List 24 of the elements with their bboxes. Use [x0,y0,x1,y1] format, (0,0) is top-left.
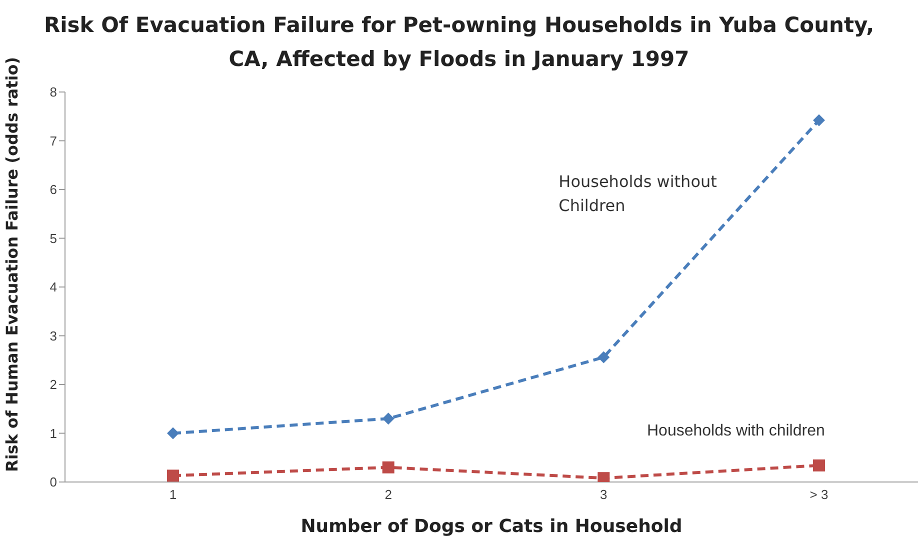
point [598,351,610,364]
y-tick-label: 1 [50,426,57,441]
y-tick-label: 4 [50,280,57,295]
point [167,470,179,482]
y-tick-label: 8 [50,84,57,100]
y-tick-label: 5 [50,230,57,246]
series-label: Households without Children [558,172,717,216]
x-axis-title: Number of Dogs or Cats in Household [300,516,682,537]
y-tick-label: 7 [50,133,57,148]
y-tick-label: 6 [50,182,57,198]
x-tick-label: 2 [384,487,392,502]
y-tick-label: 0 [50,474,57,490]
x-tick-label: > 3 [810,487,828,502]
y-tick-label: 3 [50,328,57,344]
point [382,412,394,425]
point [813,459,825,472]
series-label: Households with children [647,422,825,440]
y-axis-title: Risk of Human Evacuation Failure (odds ratio) [2,56,22,472]
y-tick-label: 2 [50,377,57,392]
point [813,114,825,126]
x-tick-label: 3 [600,487,608,502]
x-tick-label: 1 [169,487,177,502]
point [167,427,179,440]
point [382,461,394,474]
